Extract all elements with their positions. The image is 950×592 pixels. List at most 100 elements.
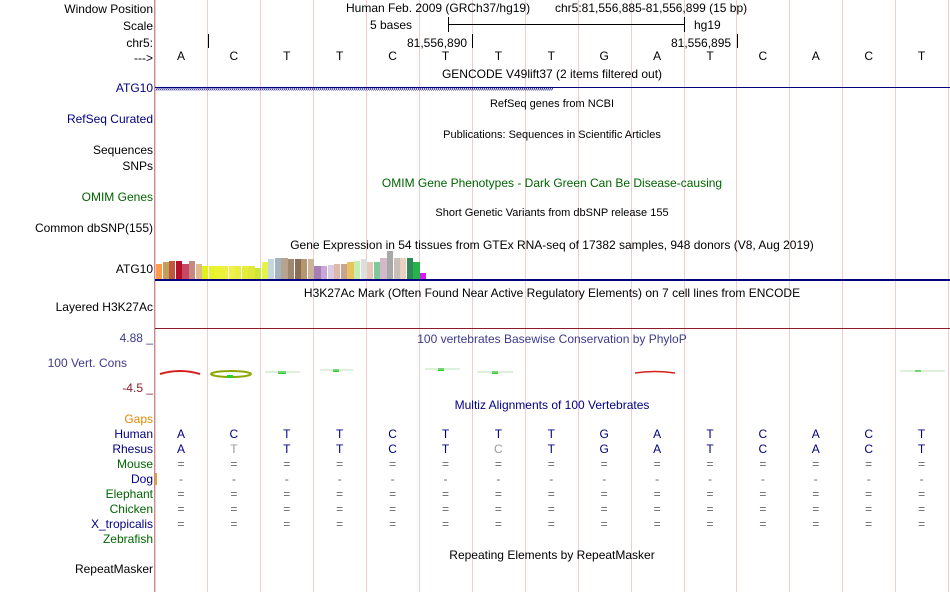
gtex-tissue-bar[interactable] <box>228 266 235 279</box>
gtex-tissue-bar[interactable] <box>281 258 288 279</box>
alignment-base: G <box>599 427 609 441</box>
phylop-wiggle[interactable] <box>155 360 950 385</box>
gtex-tissue-bar[interactable] <box>274 258 282 279</box>
gtex-tissue-bar[interactable] <box>393 258 400 279</box>
gtex-gene-label[interactable]: ATG10 <box>115 262 153 276</box>
alignment-base: = <box>283 487 291 501</box>
gtex-tissue-bar[interactable] <box>406 258 414 279</box>
ruler-tick-label-2: 81,556,895 <box>671 36 732 50</box>
publications-label-snps[interactable]: SNPs <box>122 159 153 173</box>
alignment-base: T <box>706 442 714 456</box>
alignment-base: - <box>284 472 289 486</box>
gtex-tissue-bar[interactable] <box>420 273 427 279</box>
alignment-base: T <box>283 427 291 441</box>
reference-base: C <box>758 49 768 63</box>
gtex-tissue-bar[interactable] <box>156 264 163 279</box>
alignment-base: = <box>653 502 661 516</box>
alignment-base: = <box>706 517 714 531</box>
grid-line <box>736 0 737 592</box>
species-label-rhesus[interactable]: Rhesus <box>112 442 153 456</box>
gtex-tissue-bar[interactable] <box>413 262 420 279</box>
alignment-base: = <box>177 487 185 501</box>
species-label-x_tropicalis[interactable]: X_tropicalis <box>90 517 153 531</box>
alignment-base: = <box>918 457 926 471</box>
gtex-tissue-bar[interactable] <box>380 258 387 279</box>
species-label-zebrafish[interactable]: Zebrafish <box>102 532 153 546</box>
grid-line <box>472 0 473 592</box>
alignment-base: = <box>706 457 714 471</box>
alignment-base: T <box>547 427 555 441</box>
phylop-track-label[interactable]: 100 Vert. Cons <box>47 356 127 370</box>
reference-base: T <box>706 49 714 63</box>
publications-label-sequences[interactable]: Sequences <box>92 143 153 157</box>
gtex-tissue-bar[interactable] <box>321 266 328 279</box>
alignment-base: C <box>758 442 768 456</box>
repeatmasker-track-label[interactable]: RepeatMasker <box>74 562 153 576</box>
reference-base: C <box>864 49 874 63</box>
strand-arrow-label[interactable]: ---> <box>134 51 153 65</box>
gtex-tissue-bar[interactable] <box>222 266 229 279</box>
gtex-tissue-bar[interactable] <box>195 264 202 279</box>
alignment-base: - <box>813 472 818 486</box>
gtex-tissue-bar[interactable] <box>301 259 308 279</box>
gtex-tissue-bar[interactable] <box>255 268 262 279</box>
alignment-base: = <box>177 517 185 531</box>
gtex-tissue-bar[interactable] <box>248 266 255 279</box>
gtex-tissue-bar[interactable] <box>373 262 381 279</box>
species-label-human[interactable]: Human <box>114 427 153 441</box>
alignment-base: - <box>549 472 554 486</box>
gtex-tissue-bar[interactable] <box>288 259 295 279</box>
gtex-tissue-bar[interactable] <box>340 264 348 279</box>
grid-line <box>789 0 790 592</box>
alignment-base: = <box>547 457 555 471</box>
grid-line <box>842 0 843 592</box>
gtex-tissue-bar[interactable] <box>169 261 176 279</box>
gtex-tissue-bar[interactable] <box>347 262 354 279</box>
alignment-base: = <box>812 517 820 531</box>
alignment-base: = <box>230 457 238 471</box>
species-label-chicken[interactable]: Chicken <box>109 502 153 516</box>
gtex-tissue-bar[interactable] <box>387 251 394 279</box>
gtex-tissue-bar[interactable] <box>354 261 361 279</box>
refseq-track-label[interactable]: RefSeq Curated <box>66 112 153 126</box>
gtex-tissue-bar[interactable] <box>235 266 242 279</box>
gtex-tissue-bar[interactable] <box>202 266 209 279</box>
alignment-base: = <box>441 502 449 516</box>
gtex-tissue-bar[interactable] <box>182 264 189 279</box>
gtex-tissue-bar[interactable] <box>294 259 301 279</box>
gtex-tissue-bar[interactable] <box>334 264 341 279</box>
gtex-tissue-bar[interactable] <box>261 262 268 279</box>
alignment-base: = <box>177 502 185 516</box>
dbsnp-track-label[interactable]: Common dbSNP(155) <box>34 221 153 235</box>
reference-base: T <box>917 49 926 63</box>
alignment-base: = <box>759 517 767 531</box>
gtex-tissue-bar[interactable] <box>215 266 222 279</box>
alignment-base: = <box>600 487 608 501</box>
publications-title: Publications: Sequences in Scientific Ar… <box>443 129 661 141</box>
gtex-title: Gene Expression in 54 tissues from GTEx … <box>290 238 814 252</box>
gtex-tissue-bar[interactable] <box>327 265 334 279</box>
gtex-tissue-bar[interactable] <box>208 266 216 279</box>
alignment-base: A <box>176 427 185 441</box>
gaps-track-label[interactable]: Gaps <box>124 412 153 426</box>
gtex-tissue-bar[interactable] <box>367 262 374 279</box>
gtex-tissue-bar[interactable] <box>241 266 249 279</box>
gtex-tissue-bar[interactable] <box>162 262 169 279</box>
gtex-tissue-bar[interactable] <box>307 259 315 279</box>
gencode-gene-label[interactable]: ATG10 <box>115 81 153 95</box>
gencode-gene-line <box>155 87 950 88</box>
gtex-tissue-bar[interactable] <box>175 261 183 279</box>
species-label-mouse[interactable]: Mouse <box>116 457 153 471</box>
species-label-dog[interactable]: Dog <box>130 472 153 486</box>
omim-track-label[interactable]: OMIM Genes <box>81 190 153 204</box>
gtex-tissue-bar[interactable] <box>189 261 196 279</box>
alignment-base: = <box>441 487 449 501</box>
gtex-tissue-bar[interactable] <box>314 266 321 279</box>
gtex-tissue-bar[interactable] <box>268 259 275 279</box>
h3k27ac-track-label[interactable]: Layered H3K27Ac <box>55 300 153 314</box>
species-label-elephant[interactable]: Elephant <box>105 487 153 501</box>
gtex-tissue-bar[interactable] <box>400 258 407 279</box>
gtex-tissue-bar[interactable] <box>360 259 367 279</box>
gencode-gene-intron[interactable]: ››››››››››››››››››››››››››››››››››››››››… <box>155 84 553 92</box>
h3k27ac-title: H3K27Ac Mark (Often Found Near Active Re… <box>303 286 801 300</box>
